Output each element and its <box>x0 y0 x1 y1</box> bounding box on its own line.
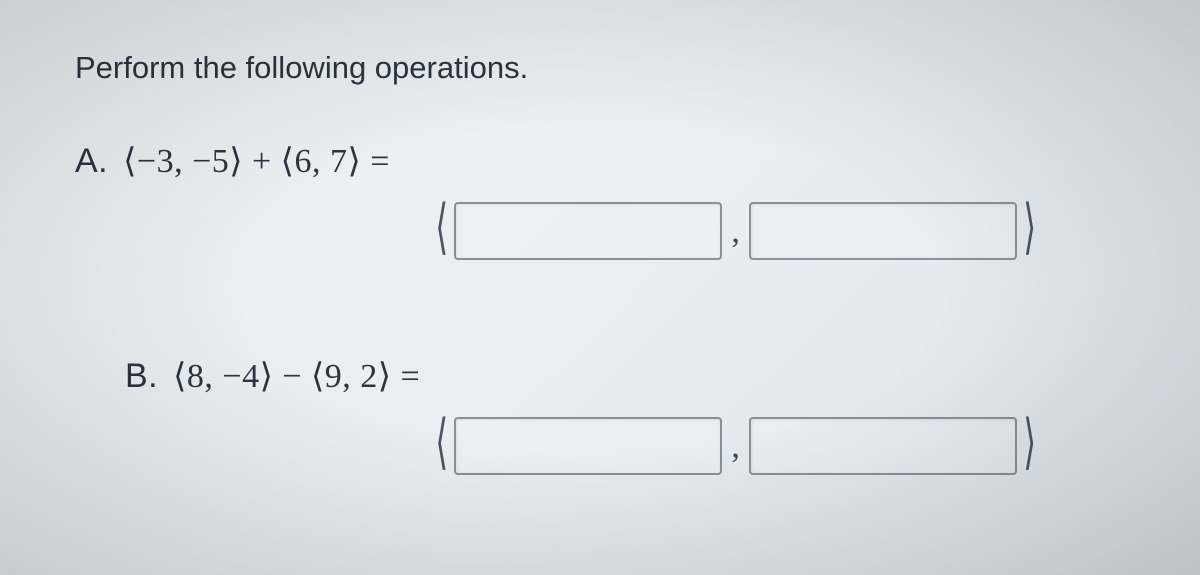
problem-b-input-x[interactable] <box>454 417 722 475</box>
problem-a-input-y[interactable] <box>749 202 1017 260</box>
problem-a-input-x[interactable] <box>454 202 722 260</box>
comma-separator: , <box>731 213 740 261</box>
left-bracket-icon: ⟨ <box>435 412 448 472</box>
right-bracket-icon: ⟩ <box>1023 412 1036 472</box>
problem-a-text: A. ⟨−3, −5⟩ + ⟨6, 7⟩ = <box>75 141 1125 181</box>
left-bracket-icon: ⟨ <box>435 197 448 257</box>
problem-b-expression: ⟨8, −4⟩ − ⟨9, 2⟩ = <box>173 358 420 395</box>
problem-b: B. ⟨8, −4⟩ − ⟨9, 2⟩ = ⟨ , ⟩ <box>75 356 1125 476</box>
problem-b-label: B. <box>125 357 158 395</box>
instruction-text: Perform the following operations. <box>75 50 1125 86</box>
problem-b-answer-row: ⟨ , ⟩ <box>75 416 1125 476</box>
problem-a-label: A. <box>75 142 108 180</box>
problem-a-expression: ⟨−3, −5⟩ + ⟨6, 7⟩ = <box>123 143 390 180</box>
right-bracket-icon: ⟩ <box>1023 197 1036 257</box>
comma-separator: , <box>731 428 740 476</box>
problem-a-answer-row: ⟨ , ⟩ <box>75 201 1125 261</box>
problem-b-text: B. ⟨8, −4⟩ − ⟨9, 2⟩ = <box>75 356 1125 396</box>
problem-b-input-y[interactable] <box>749 417 1017 475</box>
problem-a: A. ⟨−3, −5⟩ + ⟨6, 7⟩ = ⟨ , ⟩ <box>75 141 1125 261</box>
worksheet-content: Perform the following operations. A. ⟨−3… <box>0 0 1200 546</box>
